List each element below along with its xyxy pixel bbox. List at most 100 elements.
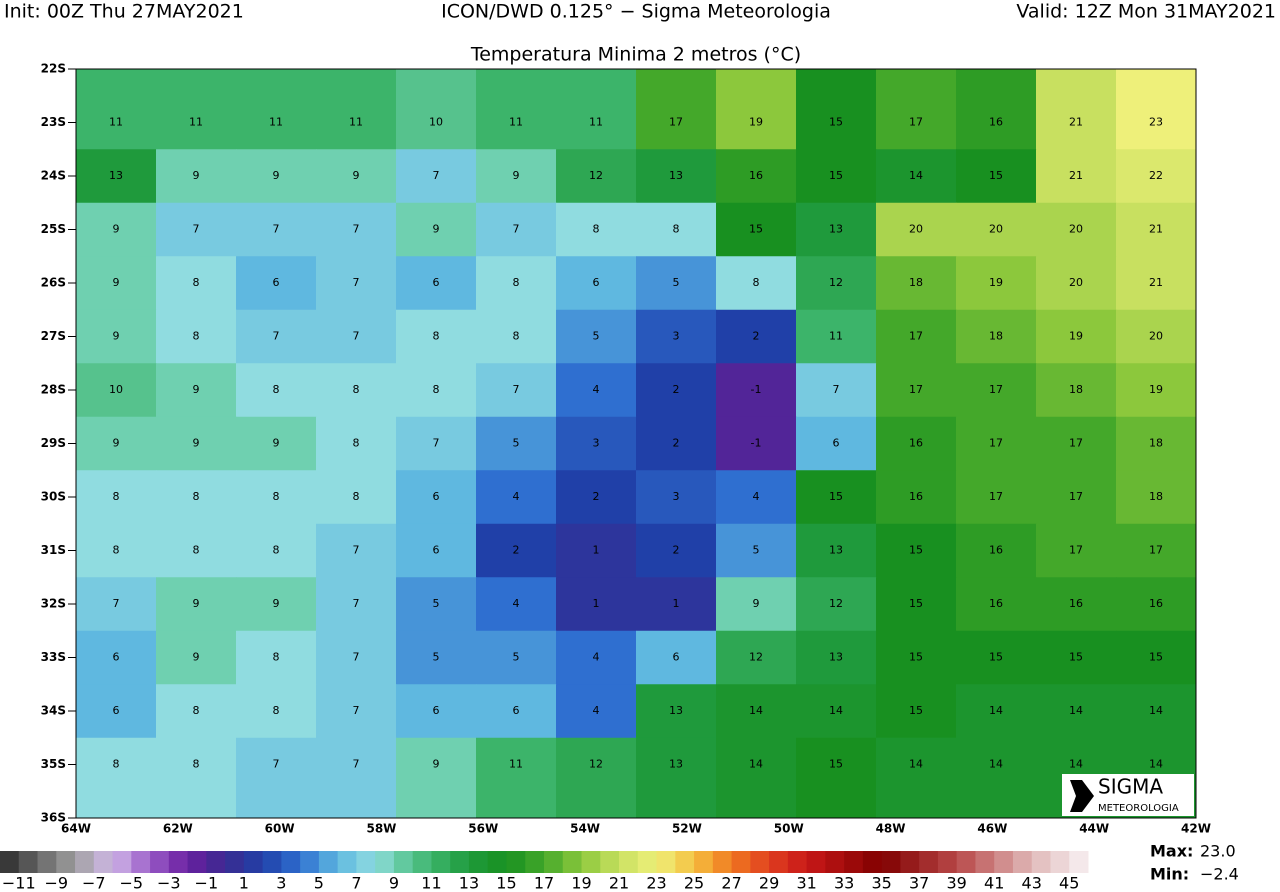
- temp-cell: [876, 684, 957, 739]
- temp-value: 6: [433, 544, 440, 557]
- temp-value: 7: [113, 597, 120, 610]
- colorbar-swatch: [506, 851, 526, 873]
- map-title: Temperatura Minima 2 metros (°C): [470, 44, 801, 66]
- colorbar-swatch: [431, 851, 451, 873]
- colorbar-swatch: [956, 851, 976, 873]
- temp-cell: [556, 684, 637, 739]
- temp-value: 13: [829, 651, 843, 664]
- temp-value: 8: [193, 758, 200, 771]
- colorbar-swatch: [356, 851, 376, 873]
- temp-value: 9: [193, 651, 200, 664]
- temp-cell: [396, 416, 477, 471]
- temp-value: 7: [353, 758, 360, 771]
- temp-value: 7: [273, 330, 280, 343]
- temp-cell: [236, 630, 317, 685]
- temp-cell: [156, 416, 237, 471]
- temp-value: 13: [669, 758, 683, 771]
- temp-cell: [316, 684, 397, 739]
- temp-value: 8: [273, 651, 280, 664]
- temp-value: 9: [113, 330, 120, 343]
- temp-cell: [636, 737, 717, 819]
- temp-value: 8: [673, 223, 680, 236]
- lat-label: 36S: [41, 811, 66, 825]
- colorbar-swatch: [243, 851, 264, 873]
- temp-value: 8: [113, 544, 120, 557]
- temp-value: 15: [989, 651, 1003, 664]
- temp-cell: [476, 149, 557, 204]
- temp-cell: [1116, 69, 1197, 150]
- temp-cell: [956, 470, 1037, 525]
- lon-label: 60W: [265, 822, 295, 836]
- temp-cell: [316, 737, 397, 819]
- temp-cell: [956, 523, 1037, 578]
- temp-value: 9: [433, 223, 440, 236]
- lon-label: 52W: [672, 822, 702, 836]
- temp-value: 8: [513, 276, 520, 289]
- temp-cell: [156, 577, 237, 632]
- temp-value: 19: [989, 276, 1003, 289]
- temp-cell: [556, 737, 637, 819]
- lon-label: 50W: [774, 822, 804, 836]
- temp-value: 7: [353, 651, 360, 664]
- temp-value: 4: [753, 490, 760, 503]
- temp-cell: [476, 69, 557, 150]
- temp-cell: [956, 202, 1037, 257]
- temp-cell: [156, 470, 237, 525]
- temp-value: 6: [433, 490, 440, 503]
- min-value: −2.4: [1200, 865, 1239, 884]
- colorbar-tick-label: 37: [909, 874, 929, 892]
- temp-value: 14: [989, 704, 1003, 717]
- temp-value: 13: [669, 169, 683, 182]
- temp-value: 2: [753, 330, 760, 343]
- temp-cell: [156, 363, 237, 418]
- temp-value: 8: [433, 330, 440, 343]
- temp-value: 16: [989, 597, 1003, 610]
- colorbar-swatch: [994, 851, 1014, 873]
- temp-cell: [876, 577, 957, 632]
- temp-value: 7: [273, 758, 280, 771]
- temp-value: 15: [1069, 651, 1083, 664]
- temp-cell: [876, 202, 957, 257]
- temp-cell: [716, 737, 797, 819]
- colorbar-tick-label: 23: [646, 874, 666, 892]
- colorbar-tick-label: −1: [195, 874, 219, 892]
- temp-value: 8: [193, 276, 200, 289]
- colorbar-tick-label: 13: [459, 874, 479, 892]
- colorbar-swatch: [206, 851, 226, 873]
- lon-label: 46W: [977, 822, 1007, 836]
- temp-value: 12: [589, 169, 603, 182]
- temp-value: 14: [1069, 758, 1083, 771]
- colorbar-tick-label: 45: [1059, 874, 1079, 892]
- temp-value: 8: [193, 544, 200, 557]
- logo: SIGMA METEOROLOGIA: [1062, 774, 1194, 816]
- temp-cell: [636, 202, 717, 257]
- temp-cell: [556, 577, 637, 632]
- temp-value: 2: [673, 437, 680, 450]
- temp-value: 7: [193, 223, 200, 236]
- temp-value: 17: [989, 383, 1003, 396]
- lat-label: 26S: [41, 276, 66, 290]
- temp-value: 16: [989, 116, 1003, 129]
- colorbar-swatch: [544, 851, 564, 873]
- lat-label: 29S: [41, 436, 66, 450]
- temp-value: 21: [1069, 116, 1083, 129]
- temp-cell: [716, 416, 797, 471]
- temp-value: 18: [1149, 490, 1163, 503]
- temp-value: 15: [829, 490, 843, 503]
- temp-value: 20: [1149, 330, 1163, 343]
- temp-value: 16: [749, 169, 763, 182]
- temp-value: 15: [749, 223, 763, 236]
- temp-value: 7: [513, 223, 520, 236]
- temp-cell: [1116, 577, 1197, 632]
- lat-label: 24S: [41, 169, 66, 183]
- temp-value: 9: [193, 437, 200, 450]
- temp-value: 7: [353, 704, 360, 717]
- colorbar-swatch: [75, 851, 95, 873]
- temp-cell: [796, 523, 877, 578]
- temp-cell: [1036, 523, 1117, 578]
- temp-value: 15: [909, 704, 923, 717]
- temp-cell: [956, 577, 1037, 632]
- colorbar-swatch: [919, 851, 939, 873]
- temp-value: 23: [1149, 116, 1163, 129]
- colorbar-swatch: [862, 851, 883, 873]
